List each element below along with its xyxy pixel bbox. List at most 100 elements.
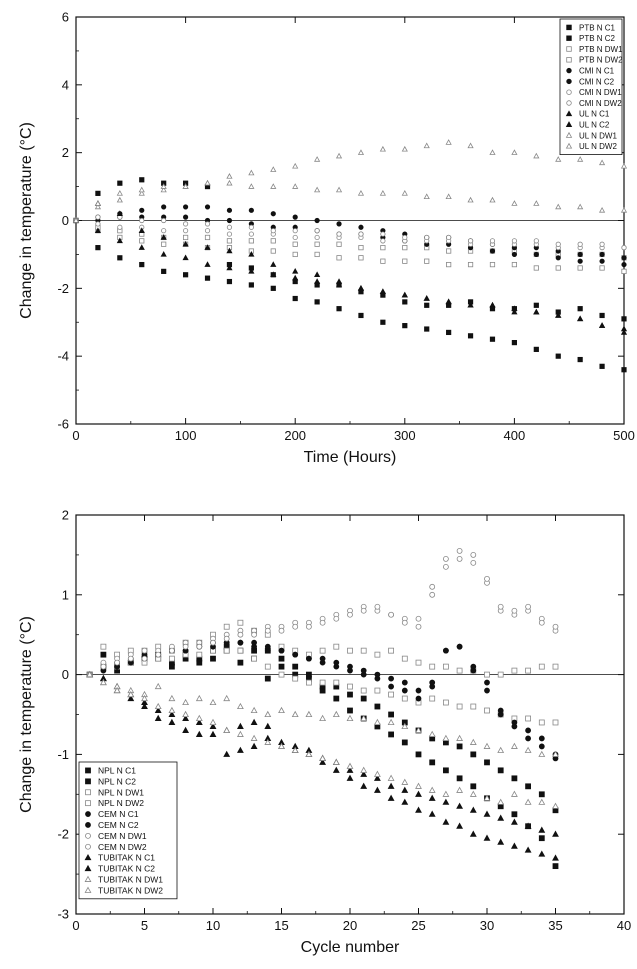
data-point [401,145,408,152]
data-point [401,190,408,196]
data-point [552,802,559,809]
data-point [100,651,107,658]
data-point [292,183,299,189]
data-point [292,241,298,247]
data-point [360,770,368,777]
data-point [555,241,561,247]
data-point [248,282,254,288]
data-point [305,623,312,630]
data-point [160,186,167,193]
data-point [380,245,386,251]
data-point [314,271,321,278]
data-point [577,241,583,247]
legend-marker [85,778,91,785]
data-point [577,315,584,322]
data-point [160,183,167,189]
data-point [555,255,561,261]
data-point [168,706,176,714]
data-point [442,563,449,570]
data-point [467,238,474,244]
data-point [314,217,320,224]
data-point [483,794,491,801]
data-point [525,667,531,674]
legend-marker [566,67,572,74]
data-point [161,241,167,247]
data-point [226,278,233,285]
data-point [374,703,381,710]
data-point [538,798,546,805]
data-point [226,217,233,224]
data-point [319,714,327,722]
data-point [402,234,408,241]
data-point [183,214,189,220]
data-point [442,798,450,805]
legend-marker [566,78,572,85]
data-point [442,663,449,670]
data-point [270,285,276,291]
legend-label: CMI N DW1 [579,88,622,97]
x-tick-label: 35 [548,918,562,933]
data-point [278,655,285,662]
data-point [117,255,123,261]
data-point [360,667,367,674]
data-point [305,750,313,757]
data-point [291,710,299,718]
data-point [552,863,559,870]
legend-marker [85,811,91,817]
data-point [204,221,211,227]
data-point [292,663,299,670]
data-point [264,738,272,745]
legend-label: PTB N DW2 [579,56,623,65]
data-point [264,675,271,682]
data-point [446,248,452,254]
data-point [248,207,254,213]
data-point [415,726,422,733]
data-point [314,234,320,241]
series-cem-n-dw2 [86,548,559,678]
data-point [196,643,203,650]
data-point [446,234,452,241]
data-point [533,200,540,206]
data-point [335,281,343,288]
legend-marker [566,35,572,41]
data-point [429,591,436,598]
data-point [347,611,353,618]
data-point [141,702,148,710]
legend-marker [566,100,572,106]
data-point [360,782,368,789]
legend-label: CMI N C2 [579,77,615,86]
data-point [402,299,408,305]
data-point [209,718,217,726]
data-point [292,228,298,234]
data-point [168,694,176,702]
data-point [314,186,321,193]
data-point [139,238,145,244]
data-point [141,647,148,654]
data-point [248,238,254,244]
data-point [525,603,531,610]
data-point [533,302,539,308]
data-point [251,639,258,646]
data-point [538,750,546,757]
data-point [599,258,605,264]
data-point [248,251,255,257]
data-point [236,702,244,710]
data-point [182,254,189,261]
data-point [424,326,430,332]
series-tubitak-n-dw2 [86,670,559,809]
legend-marker [566,57,572,63]
data-point [168,647,175,654]
data-point [484,671,490,678]
data-point [209,722,217,729]
x-tick-label: 0 [72,918,79,933]
data-point [456,743,463,750]
data-point [415,790,422,797]
data-point [210,655,216,662]
data-point [374,651,381,658]
data-point [489,336,496,342]
data-point [497,814,505,821]
data-point [305,679,312,686]
data-point [483,742,491,749]
data-point [182,240,189,247]
data-point [379,288,386,294]
